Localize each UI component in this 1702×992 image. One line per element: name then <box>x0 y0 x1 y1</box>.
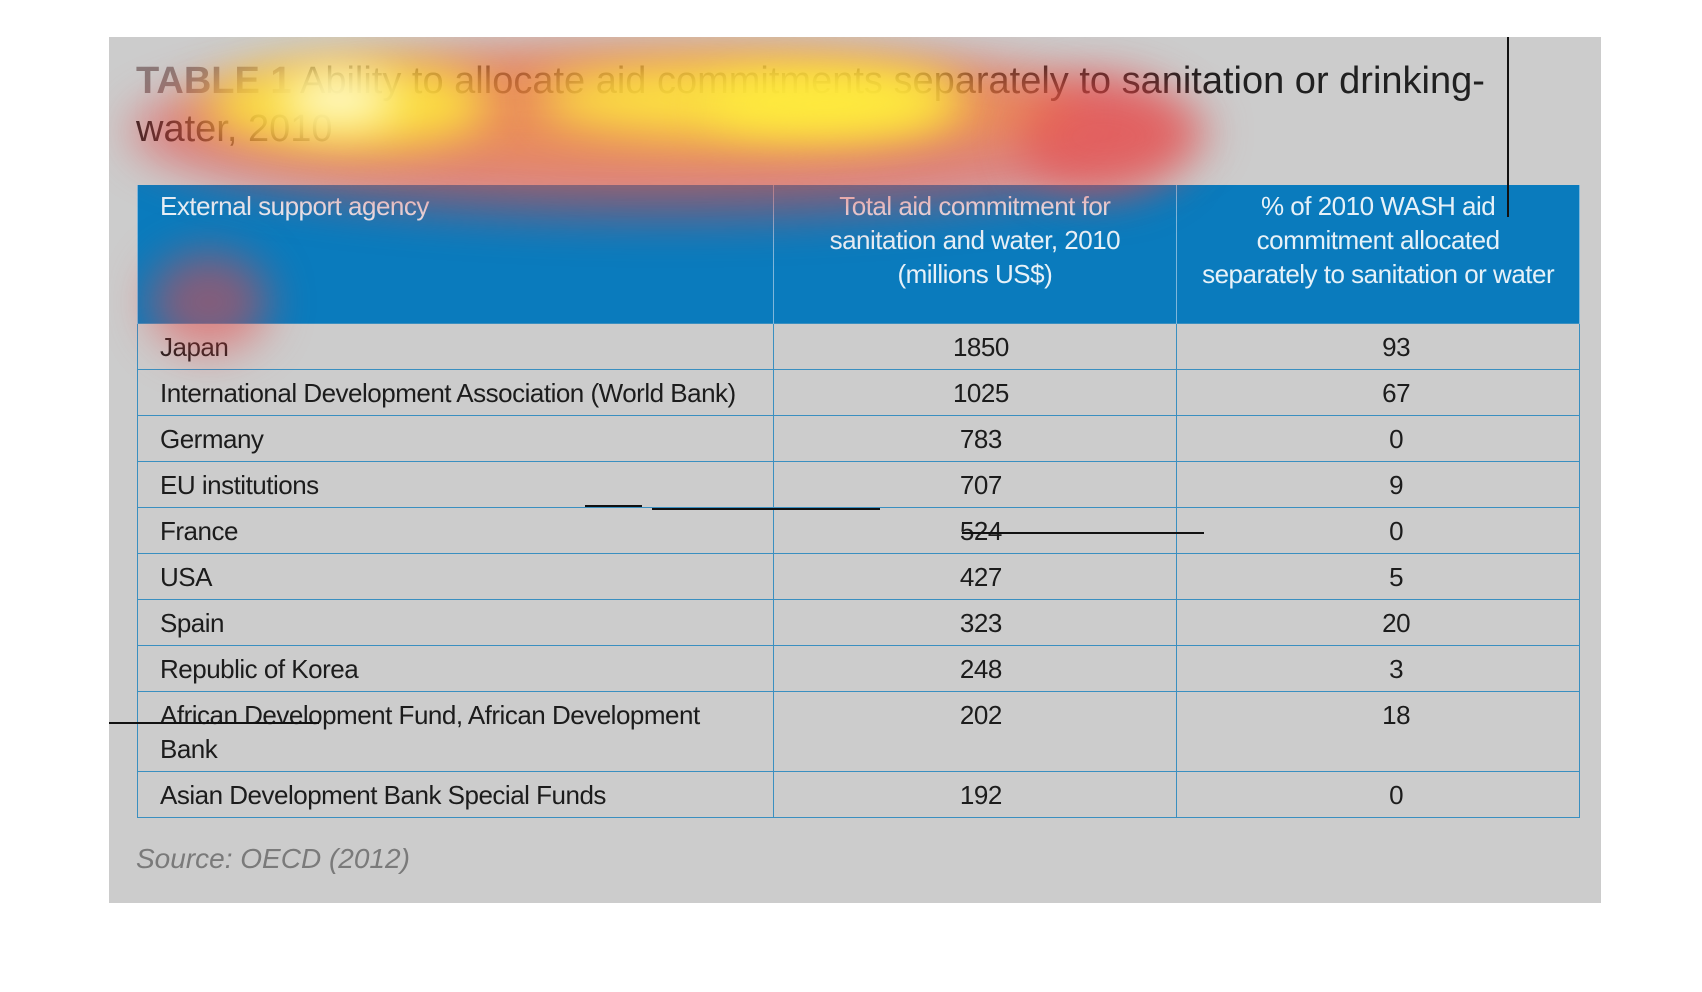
cell-percent: 0 <box>1176 506 1580 554</box>
cell-agency: EU institutions <box>137 460 774 508</box>
table-row: EU institutions 707 9 <box>137 460 1580 508</box>
table-row: International Development Association (W… <box>137 368 1580 416</box>
cell-agency: Republic of Korea <box>137 644 774 692</box>
cell-percent: 20 <box>1176 598 1580 646</box>
table-panel: TABLE 1 Ability to allocate aid commitme… <box>109 37 1601 903</box>
cell-percent: 0 <box>1176 414 1580 462</box>
table-row: USA 427 5 <box>137 552 1580 600</box>
table-row: Germany 783 0 <box>137 414 1580 462</box>
cell-total: 248 <box>772 644 1178 692</box>
table-row: Japan 1850 93 <box>137 322 1580 370</box>
table-title: TABLE 1 Ability to allocate aid commitme… <box>136 57 1576 153</box>
cell-total: 202 <box>772 690 1178 772</box>
cell-percent: 0 <box>1176 770 1580 818</box>
table-header-row: External support agency Total aid commit… <box>137 185 1580 323</box>
table-row: France 524 0 <box>137 506 1580 554</box>
table-row: Republic of Korea 248 3 <box>137 644 1580 692</box>
cell-total: 707 <box>772 460 1178 508</box>
cell-agency: International Development Association (W… <box>137 368 774 416</box>
header-percent-allocated: % of 2010 WASH aid commitment allocated … <box>1176 185 1580 323</box>
table-row: Spain 323 20 <box>137 598 1580 646</box>
cell-total: 192 <box>772 770 1178 818</box>
table-body: Japan 1850 93 International Development … <box>137 322 1580 818</box>
cell-total: 524 <box>772 506 1178 554</box>
cell-percent: 93 <box>1176 322 1580 370</box>
header-total-commitment: Total aid commitment for sanitation and … <box>772 185 1178 323</box>
cell-agency: African Development Fund, African Develo… <box>137 690 774 772</box>
cell-agency: USA <box>137 552 774 600</box>
cell-agency: France <box>137 506 774 554</box>
cell-agency: Germany <box>137 414 774 462</box>
cell-percent: 67 <box>1176 368 1580 416</box>
cell-agency: Spain <box>137 598 774 646</box>
table-row: African Development Fund, African Develo… <box>137 690 1580 772</box>
header-agency: External support agency <box>137 185 774 323</box>
table-title-text: Ability to allocate aid commitments sepa… <box>136 60 1485 150</box>
table-row: Asian Development Bank Special Funds 192… <box>137 770 1580 818</box>
cell-percent: 18 <box>1176 690 1580 772</box>
cell-percent: 9 <box>1176 460 1580 508</box>
cell-agency: Japan <box>137 322 774 370</box>
cell-percent: 3 <box>1176 644 1580 692</box>
cell-agency: Asian Development Bank Special Funds <box>137 770 774 818</box>
cell-total: 323 <box>772 598 1178 646</box>
cell-total: 427 <box>772 552 1178 600</box>
cell-total: 1025 <box>772 368 1178 416</box>
cell-total: 1850 <box>772 322 1178 370</box>
cell-total: 783 <box>772 414 1178 462</box>
table-number-label: TABLE 1 <box>136 60 292 102</box>
cell-percent: 5 <box>1176 552 1580 600</box>
source-note: Source: OECD (2012) <box>136 843 410 874</box>
aid-commitments-table: External support agency Total aid commit… <box>137 185 1580 818</box>
